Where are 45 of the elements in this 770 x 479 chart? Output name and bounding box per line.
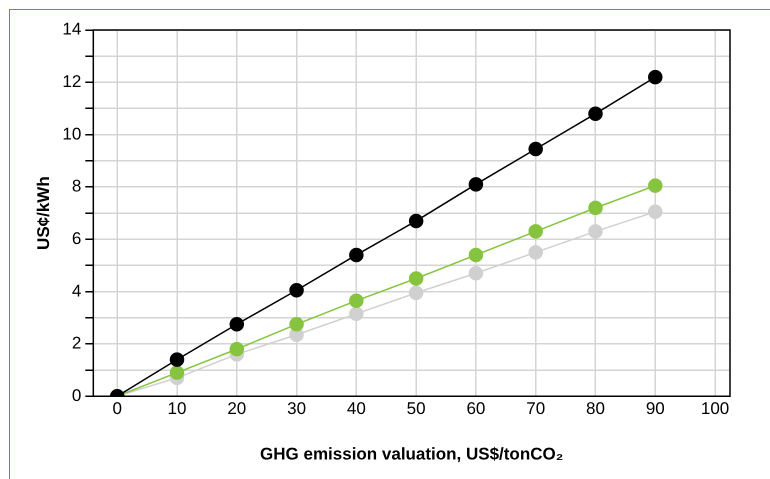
point: [648, 178, 663, 193]
point: [408, 286, 424, 300]
point: [588, 106, 603, 121]
point: [230, 342, 244, 356]
point: [289, 317, 304, 332]
y-tick-label: 12: [62, 72, 82, 91]
y-tick-label: 10: [62, 124, 82, 144]
point: [170, 352, 184, 367]
y-tick-label: 14: [62, 20, 82, 39]
x-tick-label: 0: [112, 399, 122, 418]
point: [588, 224, 603, 239]
point: [349, 306, 364, 322]
point: [170, 365, 184, 380]
point: [408, 271, 424, 286]
x-tick-label: 30: [287, 399, 306, 418]
point: [588, 200, 603, 216]
x-tick-label: 60: [466, 399, 486, 418]
point: [349, 293, 364, 308]
x-axis-title: GHG emission valuation, US$/tonCO₂: [260, 444, 564, 464]
x-tick-label: 50: [406, 399, 426, 418]
x-tick-label: 100: [700, 399, 730, 418]
point: [289, 283, 304, 298]
x-tick-label: 10: [168, 399, 186, 418]
point: [528, 245, 543, 260]
point: [408, 214, 424, 228]
y-tick-label: 6: [72, 228, 82, 248]
x-tick-label: 70: [526, 399, 546, 418]
point: [528, 142, 543, 156]
y-tick-label: 2: [72, 334, 82, 353]
x-tick-label: 20: [227, 399, 246, 418]
point: [468, 248, 484, 262]
x-tick-label: 90: [646, 399, 665, 418]
point: [648, 70, 663, 84]
point: [349, 248, 364, 262]
point: [230, 317, 244, 332]
point: [468, 177, 484, 192]
x-tick-label: 40: [346, 399, 366, 418]
y-tick-label: 4: [72, 281, 82, 300]
y-axis-title: US¢/kWh: [34, 176, 53, 250]
point: [528, 224, 543, 239]
y-tick-label: 0: [72, 386, 82, 405]
y-tick-label: 8: [72, 176, 82, 196]
point: [468, 266, 484, 281]
point: [648, 204, 663, 220]
x-tick-label: 80: [586, 399, 605, 418]
